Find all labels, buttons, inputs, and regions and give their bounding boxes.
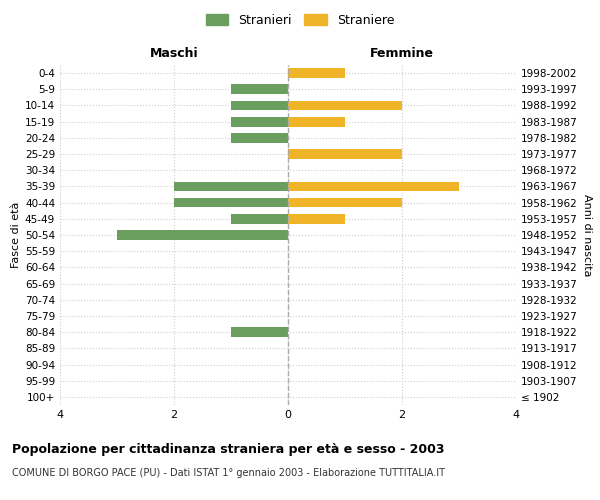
Bar xyxy=(174,198,288,207)
Bar xyxy=(231,117,288,126)
Text: Femmine: Femmine xyxy=(370,47,434,60)
Text: Popolazione per cittadinanza straniera per età e sesso - 2003: Popolazione per cittadinanza straniera p… xyxy=(12,442,445,456)
Bar xyxy=(288,100,402,110)
Bar xyxy=(288,149,402,159)
Bar xyxy=(288,68,345,78)
Legend: Stranieri, Straniere: Stranieri, Straniere xyxy=(201,8,399,32)
Bar xyxy=(288,182,459,192)
Bar xyxy=(174,182,288,192)
Bar xyxy=(288,198,402,207)
Bar xyxy=(231,133,288,142)
Bar xyxy=(117,230,288,240)
Bar xyxy=(288,117,345,126)
Bar xyxy=(288,214,345,224)
Text: COMUNE DI BORGO PACE (PU) - Dati ISTAT 1° gennaio 2003 - Elaborazione TUTTITALIA: COMUNE DI BORGO PACE (PU) - Dati ISTAT 1… xyxy=(12,468,445,477)
Bar xyxy=(231,214,288,224)
Y-axis label: Anni di nascita: Anni di nascita xyxy=(582,194,592,276)
Bar xyxy=(231,328,288,337)
Text: Maschi: Maschi xyxy=(149,47,199,60)
Bar xyxy=(231,84,288,94)
Bar xyxy=(231,100,288,110)
Y-axis label: Fasce di età: Fasce di età xyxy=(11,202,21,268)
